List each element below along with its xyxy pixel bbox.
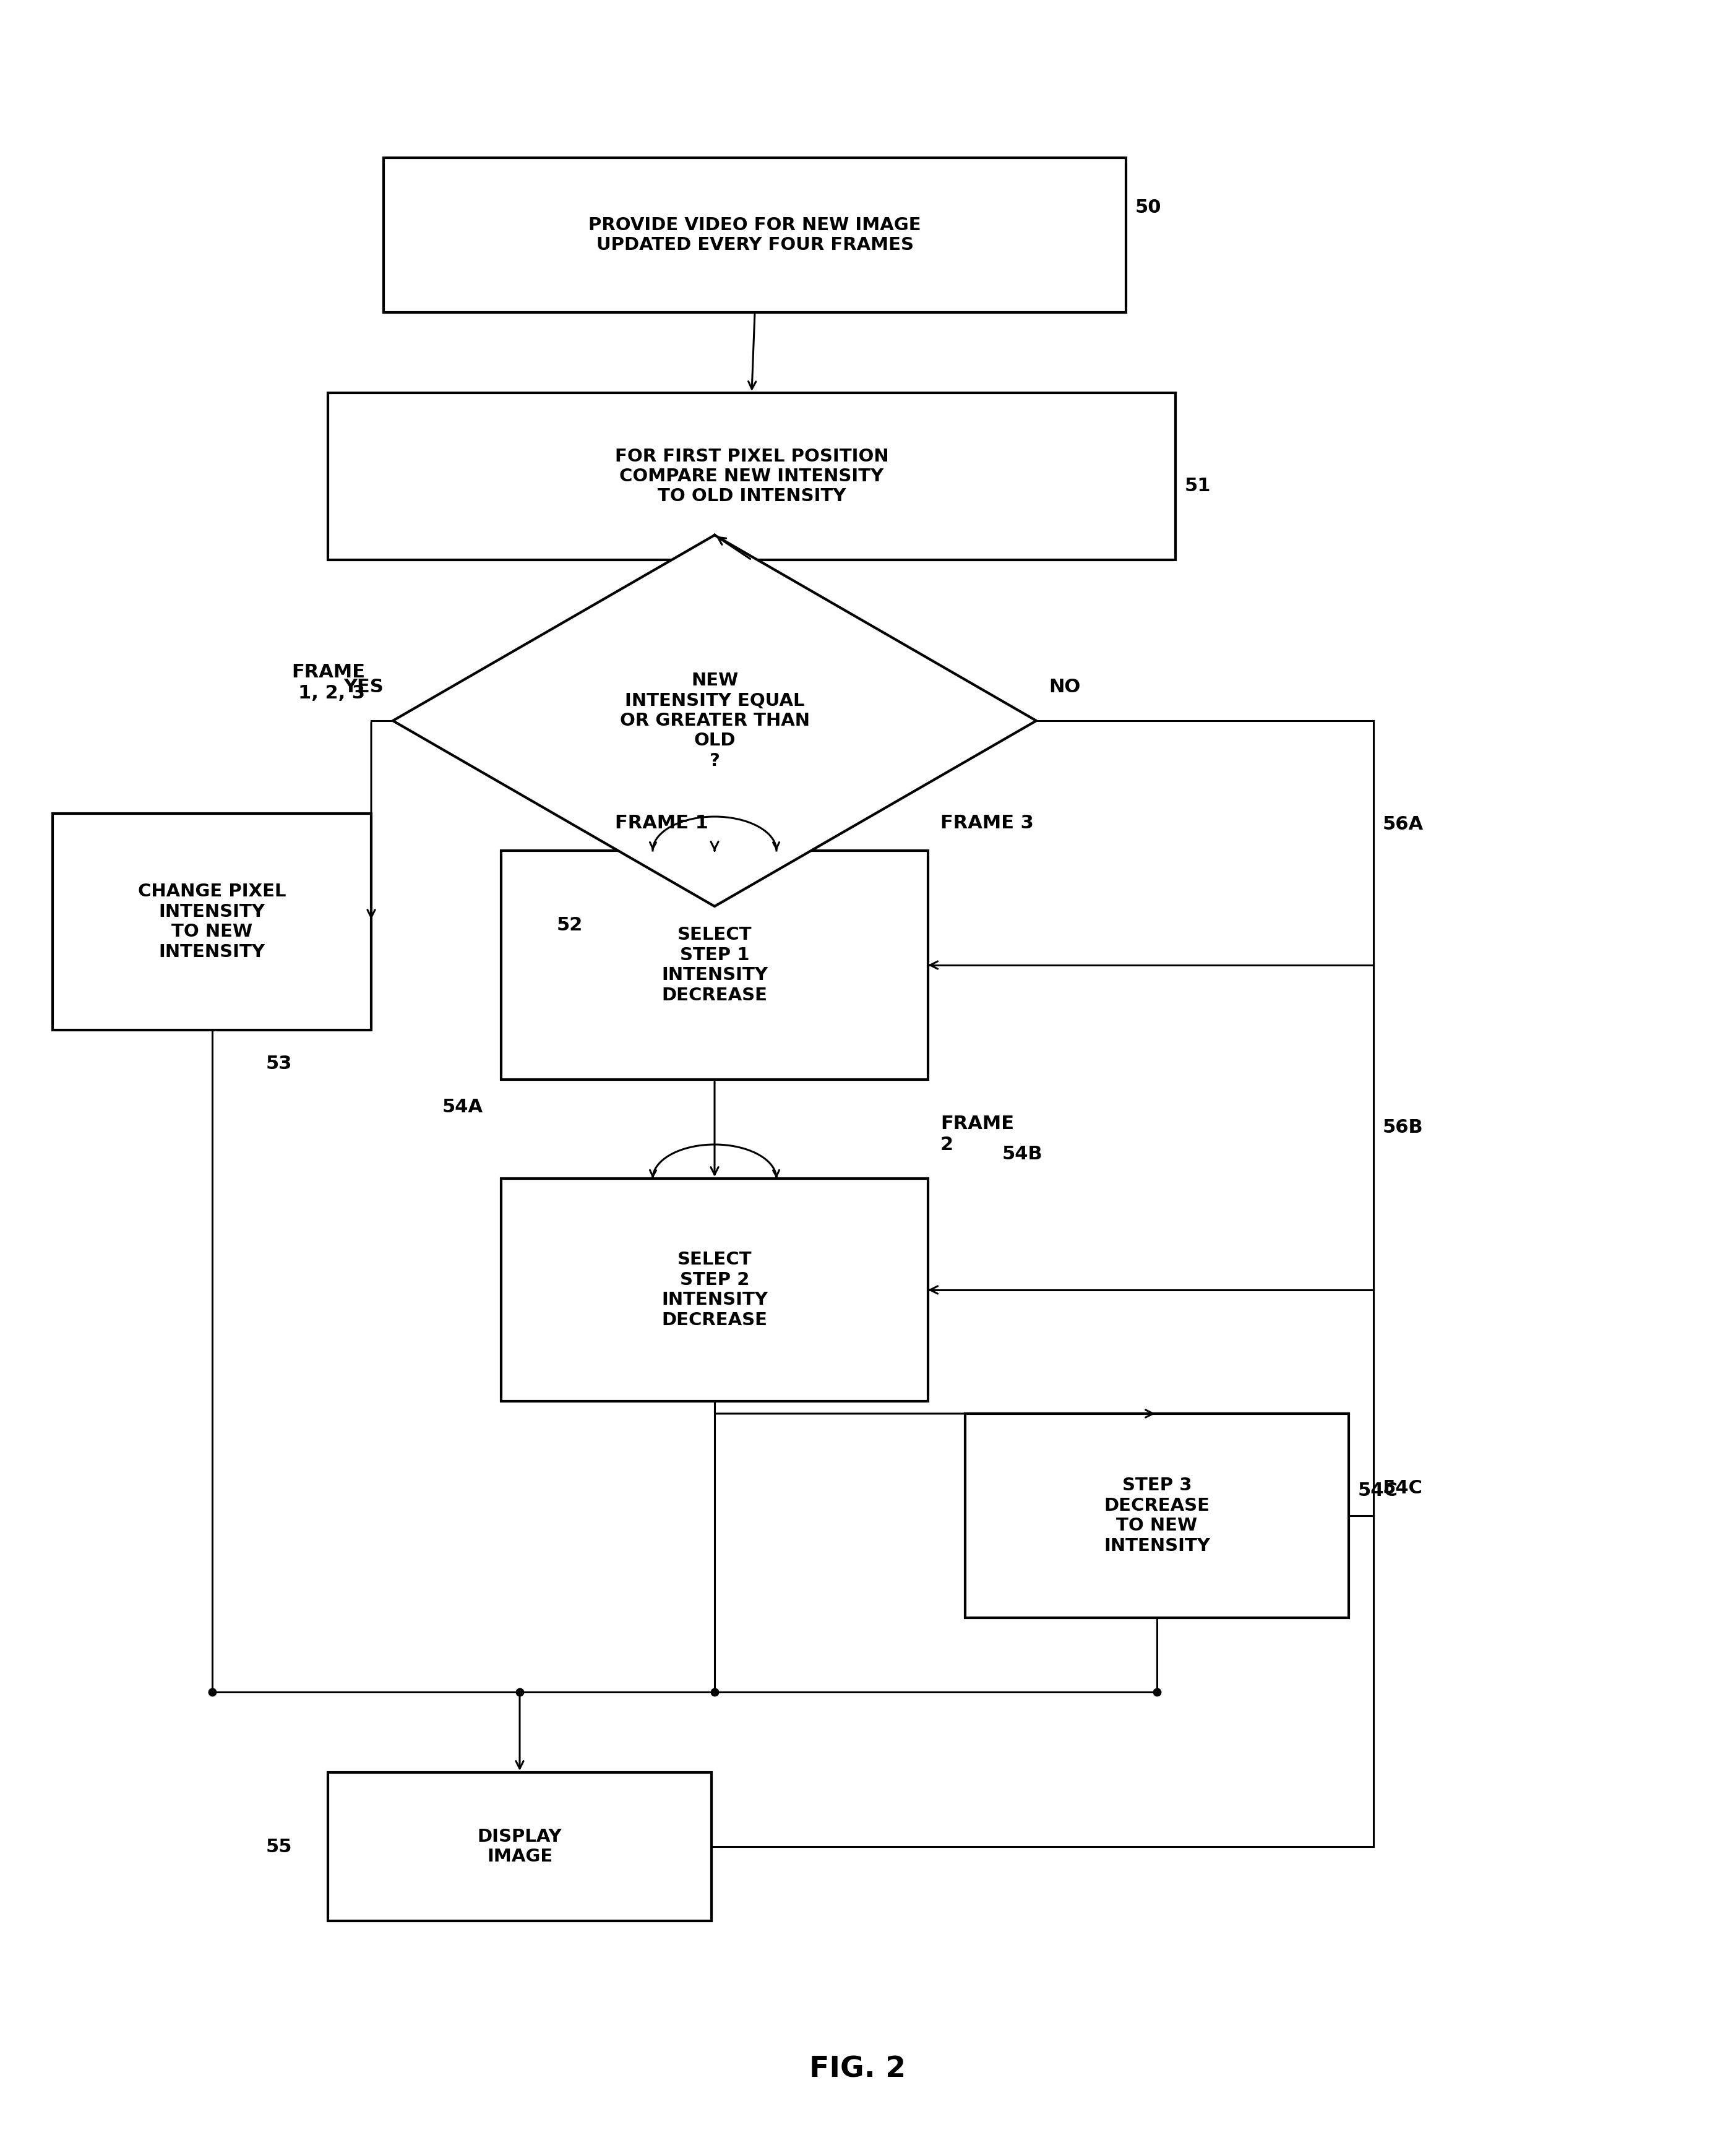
- Text: NO: NO: [1048, 677, 1080, 696]
- Text: NEW
INTENSITY EQUAL
OR GREATER THAN
OLD
?: NEW INTENSITY EQUAL OR GREATER THAN OLD …: [619, 673, 809, 770]
- Text: 50: 50: [1135, 198, 1161, 216]
- FancyBboxPatch shape: [501, 852, 928, 1080]
- Text: CHANGE PIXEL
INTENSITY
TO NEW
INTENSITY: CHANGE PIXEL INTENSITY TO NEW INTENSITY: [137, 884, 286, 962]
- Text: FRAME 3: FRAME 3: [940, 815, 1034, 832]
- Text: FOR FIRST PIXEL POSITION
COMPARE NEW INTENSITY
TO OLD INTENSITY: FOR FIRST PIXEL POSITION COMPARE NEW INT…: [614, 448, 888, 505]
- FancyBboxPatch shape: [53, 813, 370, 1031]
- Text: 55: 55: [266, 1837, 292, 1856]
- Text: FRAME
1, 2, 3: FRAME 1, 2, 3: [292, 664, 365, 703]
- FancyBboxPatch shape: [328, 1772, 712, 1921]
- Text: SELECT
STEP 2
INTENSITY
DECREASE: SELECT STEP 2 INTENSITY DECREASE: [662, 1250, 768, 1328]
- Text: SELECT
STEP 1
INTENSITY
DECREASE: SELECT STEP 1 INTENSITY DECREASE: [662, 927, 768, 1005]
- Text: 54C: 54C: [1358, 1481, 1398, 1501]
- Text: 56A: 56A: [1382, 815, 1423, 834]
- Text: 54B: 54B: [1002, 1145, 1043, 1162]
- Text: YES: YES: [343, 677, 384, 696]
- Text: STEP 3
DECREASE
TO NEW
INTENSITY: STEP 3 DECREASE TO NEW INTENSITY: [1104, 1477, 1211, 1554]
- FancyBboxPatch shape: [384, 157, 1127, 313]
- Text: FIG. 2: FIG. 2: [809, 2055, 906, 2083]
- Text: 54C: 54C: [1382, 1479, 1423, 1496]
- Polygon shape: [393, 535, 1036, 906]
- Text: DISPLAY
IMAGE: DISPLAY IMAGE: [477, 1828, 563, 1865]
- Text: 51: 51: [1185, 476, 1211, 494]
- FancyBboxPatch shape: [501, 1179, 928, 1401]
- Text: 52: 52: [557, 916, 583, 934]
- Text: FRAME 1: FRAME 1: [616, 815, 708, 832]
- Text: FRAME
2: FRAME 2: [940, 1115, 1014, 1153]
- Text: 53: 53: [266, 1054, 292, 1074]
- FancyBboxPatch shape: [966, 1414, 1348, 1617]
- Text: 56B: 56B: [1382, 1119, 1423, 1136]
- Text: PROVIDE VIDEO FOR NEW IMAGE
UPDATED EVERY FOUR FRAMES: PROVIDE VIDEO FOR NEW IMAGE UPDATED EVER…: [588, 216, 921, 254]
- FancyBboxPatch shape: [328, 392, 1175, 561]
- Text: 54A: 54A: [442, 1097, 484, 1117]
